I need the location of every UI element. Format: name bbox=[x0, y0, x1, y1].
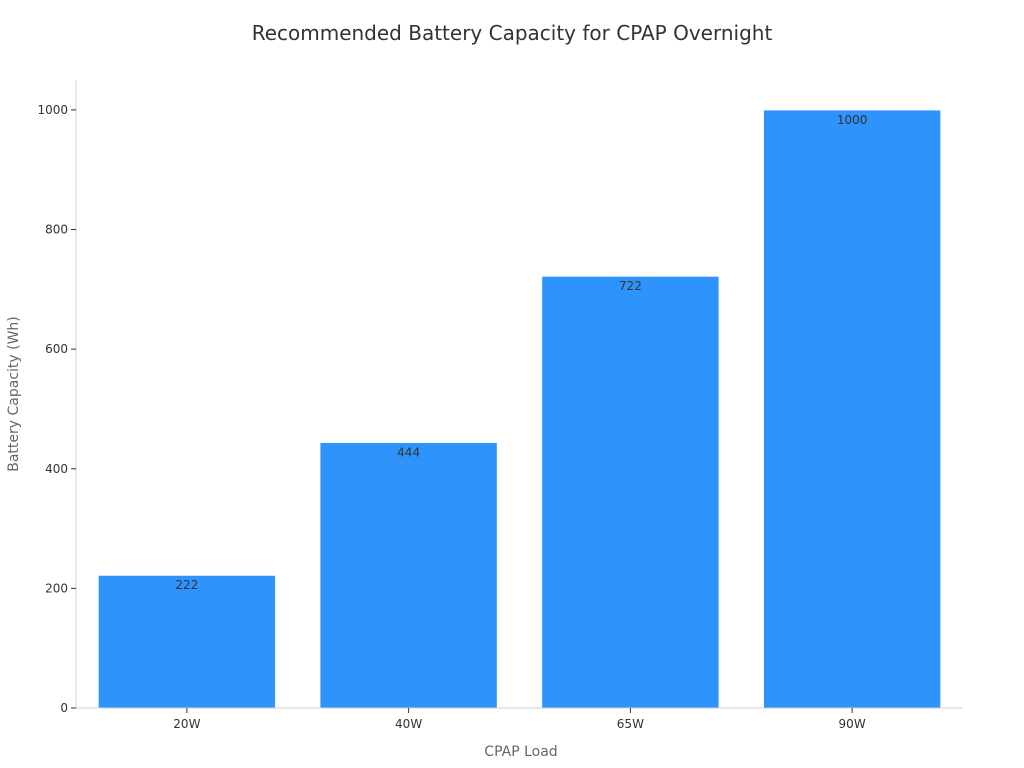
bar bbox=[541, 275, 720, 709]
bar-value-label: 222 bbox=[175, 578, 198, 592]
bar bbox=[97, 574, 277, 709]
x-axis-title: CPAP Load bbox=[484, 744, 557, 760]
chart-title: Recommended Battery Capacity for CPAP Ov… bbox=[252, 21, 773, 45]
bars-layer bbox=[97, 109, 942, 709]
data-labels-layer: 222 444 722 1000 bbox=[175, 113, 867, 592]
x-tick-label: 40W bbox=[395, 717, 422, 731]
bar-value-label: 444 bbox=[397, 445, 420, 459]
x-tick-label: 20W bbox=[173, 717, 200, 731]
y-tick-label: 800 bbox=[45, 223, 68, 237]
x-tick-label: 65W bbox=[617, 717, 644, 731]
bar bbox=[319, 441, 498, 709]
bar bbox=[762, 109, 942, 709]
y-axis-title: Battery Capacity (Wh) bbox=[6, 316, 22, 472]
bar-value-label: 722 bbox=[619, 279, 642, 293]
bar-value-label: 1000 bbox=[837, 113, 868, 127]
y-tick-label: 400 bbox=[45, 462, 68, 476]
y-tick-label: 600 bbox=[45, 342, 68, 356]
y-tick-label: 200 bbox=[45, 581, 68, 595]
axes-layer: 0 200 400 600 800 1000 20W 40W 65W 90W bbox=[37, 80, 963, 731]
x-tick-label: 90W bbox=[839, 717, 866, 731]
y-tick-label: 0 bbox=[60, 701, 68, 715]
y-tick-label: 1000 bbox=[37, 103, 68, 117]
